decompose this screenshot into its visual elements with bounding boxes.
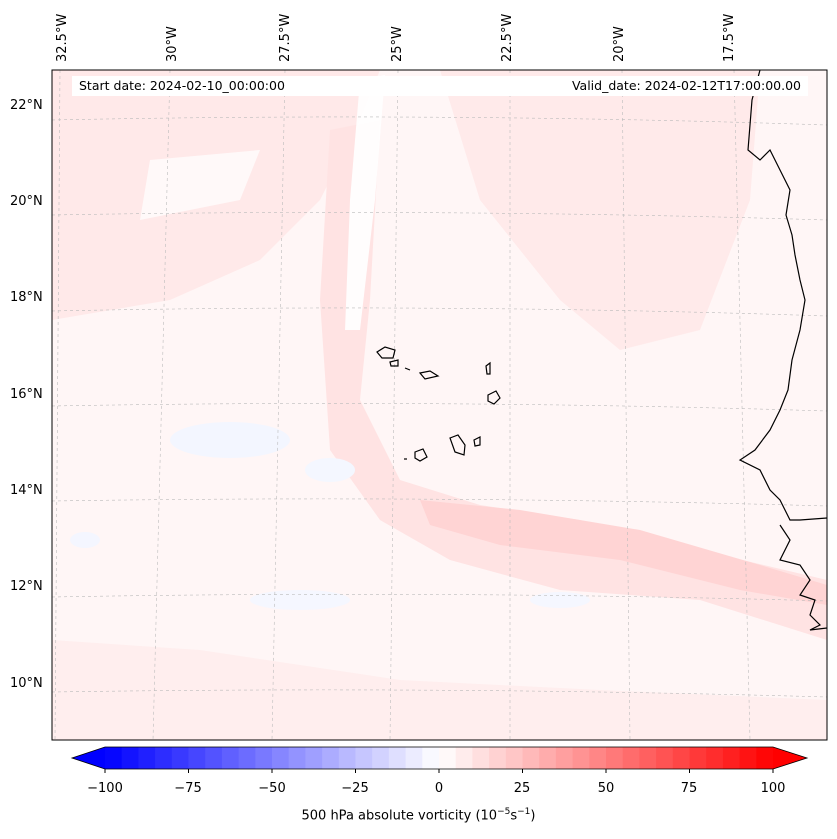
colorbar-segment: [689, 747, 707, 769]
colorbar-segment: [622, 747, 640, 769]
lon-label: 30°W: [165, 26, 180, 62]
colorbar-segment: [322, 747, 340, 769]
colorbar-segment: [505, 747, 523, 769]
colorbar-segment: [639, 747, 657, 769]
colorbar-segment: [288, 747, 306, 769]
lat-label: 16°N: [10, 387, 43, 402]
island-sal: [485, 361, 491, 375]
colorbar-tick: 100: [760, 781, 786, 796]
colorbar-segment: [138, 747, 156, 769]
negative-vorticity-patch: [305, 458, 355, 482]
colorbar-segment: [338, 747, 356, 769]
island-santa-luzia: [404, 367, 411, 371]
colorbar-segment: [188, 747, 206, 769]
low-vorticity-streak: [345, 75, 385, 330]
negative-vorticity-patch: [250, 590, 350, 610]
colorbar-segment: [739, 747, 757, 769]
colorbar-segment: [405, 747, 423, 769]
island-sao-nicolau: [418, 370, 440, 380]
vorticity-band-east: [440, 70, 760, 350]
africa-coast: [738, 70, 827, 521]
colorbar-segment: [606, 747, 624, 769]
lat-label: 20°N: [10, 194, 43, 209]
negative-vorticity-patch: [170, 422, 290, 458]
colorbar-segment: [255, 747, 273, 769]
colorbar-tick: −75: [174, 781, 202, 796]
colorbar: [70, 746, 809, 773]
colorbar-tick: −50: [258, 781, 286, 796]
island-boa-vista: [487, 390, 501, 405]
colorbar-segment: [105, 747, 123, 769]
colorbar-segment: [155, 747, 173, 769]
colorbar-segment: [171, 747, 189, 769]
colorbar-tick: 0: [434, 781, 444, 796]
graticule: [52, 70, 827, 740]
vorticity-field: [52, 70, 827, 740]
lon-label: 17.5°W: [722, 13, 737, 62]
colorbar-segment: [272, 747, 290, 769]
lat-label: 10°N: [10, 676, 43, 691]
colorbar-segment: [221, 747, 240, 769]
island-santo-antao: [376, 346, 396, 359]
start-date-label: Start date: 2024-02-10_00:00:00: [79, 78, 285, 93]
colorbar-extend-high: [773, 747, 807, 769]
colorbar-segment: [722, 747, 741, 769]
lat-label: 12°N: [10, 579, 43, 594]
lon-label: 20°W: [612, 26, 627, 62]
island-maio: [473, 436, 481, 447]
colorbar-segment: [706, 747, 724, 769]
lat-label: 18°N: [10, 290, 43, 305]
colorbar-segment: [656, 747, 674, 769]
negative-vorticity-patch: [70, 532, 100, 548]
colorbar-segment: [539, 747, 557, 769]
colorbar-segment: [672, 747, 690, 769]
lat-label: 22°N: [10, 98, 43, 113]
lon-label: 27.5°W: [278, 13, 293, 62]
colorbar-segment: [205, 747, 223, 769]
colorbar-tick: 25: [513, 781, 531, 796]
colorbar-segment: [238, 747, 256, 769]
colorbar-segment: [388, 747, 407, 769]
lat-label: 14°N: [10, 483, 43, 498]
colorbar-segment: [372, 747, 390, 769]
info-bar: [72, 76, 808, 96]
colorbar-segment: [439, 747, 457, 769]
lon-label: 25°W: [390, 26, 405, 62]
negative-vorticity-patch: [530, 592, 590, 608]
coastline: [376, 70, 827, 631]
colorbar-segment: [489, 747, 507, 769]
island-fogo: [414, 448, 428, 462]
colorbar-extend-low: [72, 747, 105, 769]
colorbar-segment: [756, 747, 774, 769]
colorbar-title: 500 hPa absolute vorticity (10−5s−1): [301, 807, 536, 824]
vorticity-core: [420, 500, 827, 605]
colorbar-segment: [522, 747, 540, 769]
colorbar-segment: [355, 747, 373, 769]
island-santiago: [449, 434, 466, 456]
colorbar-segment: [472, 747, 490, 769]
colorbar-segment: [455, 747, 473, 769]
low-vorticity-streak: [140, 150, 260, 220]
lon-label: 32.5°W: [55, 13, 70, 62]
lon-label: 22.5°W: [500, 13, 515, 62]
vorticity-band-south: [52, 640, 827, 740]
valid-date-label: Valid_date: 2024-02-12T17:00:00.00: [571, 78, 801, 93]
colorbar-tick: −100: [87, 781, 123, 796]
colorbar-tick: 75: [680, 781, 698, 796]
colorbar-segment: [589, 747, 607, 769]
map-frame: [51, 69, 828, 741]
colorbar-tick: 50: [597, 781, 615, 796]
africa-coast-south: [779, 524, 827, 631]
island-sao-vicente: [389, 359, 399, 367]
colorbar-segment: [555, 747, 574, 769]
colorbar-segment: [305, 747, 323, 769]
colorbar-segment: [572, 747, 590, 769]
colorbar-segment: [422, 747, 440, 769]
colorbar-tick: −25: [341, 781, 369, 796]
colorbar-segment: [121, 747, 139, 769]
